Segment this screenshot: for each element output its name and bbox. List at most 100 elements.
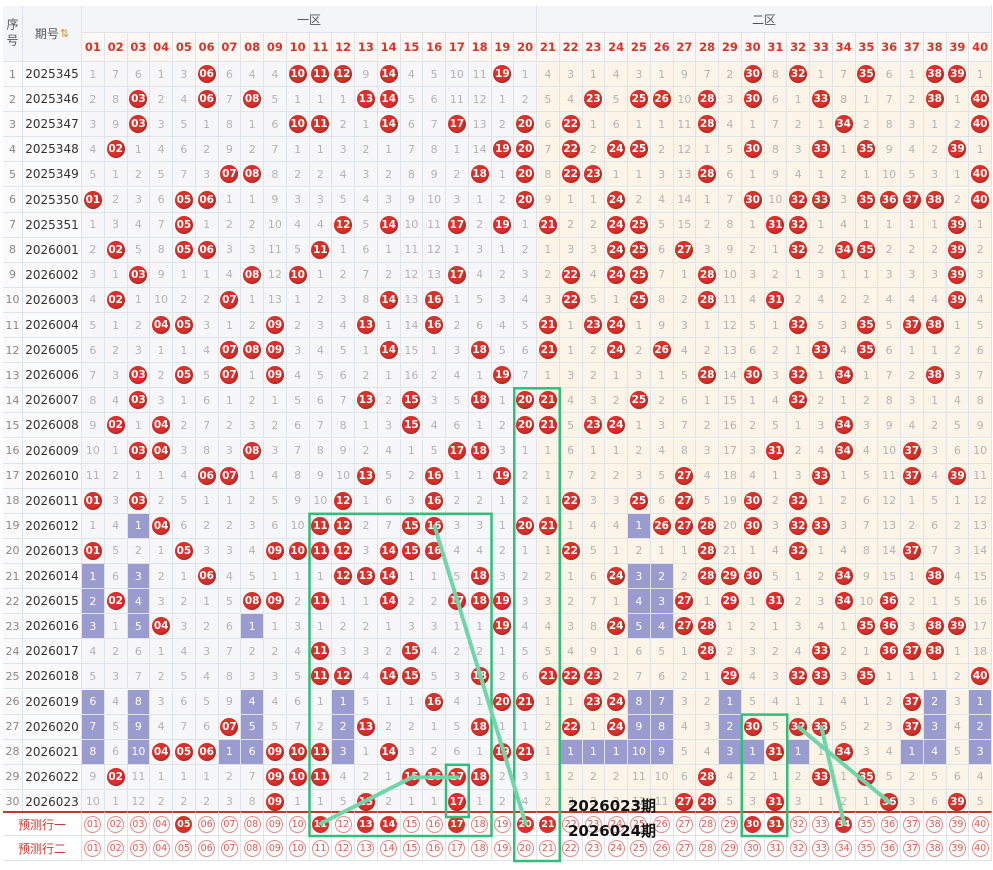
prediction-cell[interactable]: 26	[650, 836, 674, 861]
prediction-ball[interactable]: 17	[448, 839, 466, 857]
prediction-ball[interactable]: 32	[789, 839, 807, 857]
prediction-ball[interactable]: 15	[402, 839, 420, 857]
prediction-ball[interactable]: 11	[311, 815, 329, 833]
prediction-cell[interactable]: 35	[855, 811, 879, 836]
row-period[interactable]: 2026017	[23, 639, 82, 665]
prediction-cell[interactable]: 10	[286, 811, 310, 836]
prediction-cell[interactable]: 19	[491, 836, 515, 861]
prediction-cell[interactable]: 33	[810, 836, 833, 861]
prediction-ball[interactable]: 07	[220, 815, 238, 833]
prediction-ball[interactable]: 16	[425, 839, 443, 857]
prediction-cell[interactable]: 19	[491, 811, 515, 836]
row-period[interactable]: 2026003	[23, 287, 82, 313]
prediction-ball[interactable]: 16	[425, 815, 443, 833]
prediction-cell[interactable]: 28	[696, 811, 719, 836]
prediction-ball[interactable]: 33	[812, 839, 830, 857]
prediction-cell[interactable]: 05	[173, 836, 196, 861]
prediction-cell[interactable]: 09	[264, 811, 287, 836]
prediction-cell[interactable]: 04	[150, 811, 173, 836]
prediction-cell[interactable]: 25	[628, 836, 651, 861]
prediction-ball[interactable]: 32	[789, 815, 807, 833]
row-period[interactable]: 2026001	[23, 237, 82, 263]
prediction-cell[interactable]: 34	[832, 811, 856, 836]
row-period[interactable]: 2026021	[23, 739, 82, 765]
prediction-ball[interactable]: 25	[630, 839, 648, 857]
prediction-ball[interactable]: 15	[402, 815, 420, 833]
prediction-ball[interactable]: 24	[607, 839, 625, 857]
prediction-ball[interactable]: 04	[152, 815, 170, 833]
prediction-cell[interactable]: 05	[173, 811, 196, 836]
prediction-ball[interactable]: 28	[698, 815, 716, 833]
prediction-cell[interactable]: 18	[468, 836, 492, 861]
prediction-ball[interactable]: 18	[471, 815, 489, 833]
prediction-cell[interactable]: 32	[787, 836, 810, 861]
prediction-ball[interactable]: 33	[812, 815, 830, 833]
prediction-ball[interactable]: 22	[562, 839, 580, 857]
prediction-ball[interactable]: 12	[334, 839, 352, 857]
prediction-ball[interactable]: 40	[971, 815, 989, 833]
prediction-cell[interactable]: 03	[127, 811, 151, 836]
prediction-cell[interactable]: 27	[673, 811, 697, 836]
prediction-cell[interactable]: 29	[719, 836, 742, 861]
prediction-ball[interactable]: 40	[971, 839, 989, 857]
prediction-ball[interactable]: 36	[880, 815, 898, 833]
prediction-ball[interactable]: 25	[630, 815, 648, 833]
prediction-cell[interactable]: 17	[446, 836, 469, 861]
prediction-cell[interactable]: 37	[901, 836, 924, 861]
row-period[interactable]: 2026002	[23, 262, 82, 288]
prediction-cell[interactable]: 14	[377, 836, 401, 861]
prediction-cell[interactable]: 01	[82, 811, 105, 836]
prediction-cell[interactable]: 03	[127, 836, 151, 861]
prediction-cell[interactable]: 16	[423, 836, 446, 861]
prediction-ball[interactable]: 10	[289, 839, 307, 857]
prediction-cell[interactable]: 24	[605, 836, 628, 861]
prediction-cell[interactable]: 15	[400, 811, 424, 836]
prediction-cell[interactable]: 21	[537, 836, 560, 861]
row-period[interactable]: 2026005	[23, 338, 82, 364]
prediction-ball[interactable]: 07	[220, 839, 238, 857]
prediction-cell[interactable]: 27	[673, 836, 697, 861]
prediction-cell[interactable]: 06	[195, 836, 219, 861]
prediction-ball[interactable]: 05	[175, 815, 193, 833]
prediction-ball[interactable]: 37	[903, 839, 921, 857]
row-period[interactable]: 2026015	[23, 589, 82, 615]
prediction-cell[interactable]: 23	[582, 836, 606, 861]
prediction-ball[interactable]: 29	[721, 839, 739, 857]
row-period[interactable]: 2026008	[23, 413, 82, 439]
prediction-cell[interactable]: 02	[104, 836, 128, 861]
row-period[interactable]: 2025346	[23, 87, 82, 113]
prediction-cell[interactable]: 12	[332, 836, 355, 861]
prediction-ball[interactable]: 01	[84, 839, 102, 857]
prediction-cell[interactable]: 28	[696, 836, 719, 861]
prediction-cell[interactable]: 08	[241, 811, 264, 836]
prediction-cell[interactable]: 22	[559, 836, 583, 861]
row-period[interactable]: 2026022	[23, 764, 82, 790]
prediction-cell[interactable]: 20	[514, 836, 537, 861]
prediction-ball[interactable]: 31	[766, 815, 784, 833]
prediction-cell[interactable]: 40	[969, 811, 992, 836]
prediction-cell[interactable]: 24	[605, 811, 628, 836]
prediction-ball[interactable]: 20	[516, 815, 534, 833]
prediction-ball[interactable]: 24	[607, 815, 625, 833]
row-period[interactable]: 2026013	[23, 538, 82, 564]
row-period[interactable]: 2025348	[23, 137, 82, 163]
prediction-ball[interactable]: 02	[107, 815, 125, 833]
prediction-ball[interactable]: 05	[175, 839, 193, 857]
prediction-cell[interactable]: 04	[150, 836, 173, 861]
prediction-ball[interactable]: 11	[311, 839, 329, 857]
prediction-ball[interactable]: 35	[857, 815, 875, 833]
prediction-ball[interactable]: 37	[903, 815, 921, 833]
prediction-ball[interactable]: 12	[334, 815, 352, 833]
row-period[interactable]: 2026023	[23, 789, 82, 815]
prediction-ball[interactable]: 36	[880, 839, 898, 857]
prediction-cell[interactable]: 39	[946, 811, 970, 836]
prediction-cell[interactable]: 17	[446, 811, 469, 836]
prediction-cell[interactable]: 29	[719, 811, 742, 836]
prediction-cell[interactable]: 22	[559, 811, 583, 836]
prediction-cell[interactable]: 16	[423, 811, 446, 836]
row-period[interactable]: 2025350	[23, 187, 82, 213]
prediction-ball[interactable]: 28	[698, 839, 716, 857]
prediction-ball[interactable]: 09	[266, 839, 284, 857]
row-period[interactable]: 2026018	[23, 664, 82, 690]
prediction-ball[interactable]: 23	[584, 815, 602, 833]
